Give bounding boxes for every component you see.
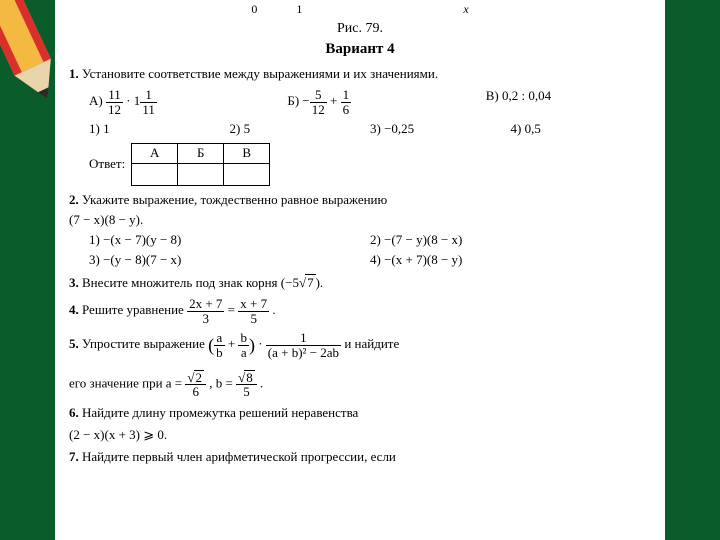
q7: 7. Найдите первый член арифметической пр… — [69, 449, 651, 465]
q1-opt3: 3) −0,25 — [370, 121, 511, 137]
q5-num: 5. — [69, 336, 79, 351]
q5: 5. Упростите выражение (ab + ba) · 1(a +… — [69, 331, 651, 359]
q2-opts-row2: 3) −(y − 8)(7 − x) 4) −(x + 7)(8 − y) — [89, 252, 651, 268]
q1-answer: Ответ: А Б В — [69, 143, 651, 186]
ans-head-C: В — [224, 143, 270, 163]
q3-num: 3. — [69, 275, 79, 290]
q6: 6. Найдите длину промежутка решений нера… — [69, 405, 651, 421]
q1-expressions: А) 1112 · 1111 Б) −512 + 16 В) 0,2 : 0,0… — [89, 88, 651, 116]
q1-opt2: 2) 5 — [230, 121, 371, 137]
q1-opt4: 4) 0,5 — [511, 121, 652, 137]
q2-opt3: 3) −(y − 8)(7 − x) — [89, 252, 370, 268]
answer-label: Ответ: — [89, 156, 125, 172]
q2-num: 2. — [69, 192, 79, 207]
q6-num: 6. — [69, 405, 79, 420]
q2-opt2: 2) −(7 − y)(8 − x) — [370, 232, 651, 248]
q2-opt1: 1) −(x − 7)(y − 8) — [89, 232, 370, 248]
answer-table: А Б В — [131, 143, 270, 186]
ans-cell-B[interactable] — [178, 163, 224, 185]
ans-cell-C[interactable] — [224, 163, 270, 185]
q2-opts-row1: 1) −(x − 7)(y − 8) 2) −(7 − y)(8 − x) — [89, 232, 651, 248]
q1-opt1: 1) 1 — [89, 121, 230, 137]
q7-num: 7. — [69, 449, 79, 464]
ans-cell-A[interactable] — [132, 163, 178, 185]
axis-label-x: x — [463, 2, 468, 17]
q3-text-a: Внесите множитель под знак корня (−5 — [82, 275, 299, 290]
q6-line2: (2 − x)(x + 3) ⩾ 0. — [69, 427, 651, 443]
q1-expr-B: Б) −512 + 16 — [287, 88, 485, 116]
number-line: 0 1 x — [69, 0, 651, 17]
q2: 2. Укажите выражение, тождественно равно… — [69, 192, 651, 208]
worksheet-page: 0 1 x Рис. 79. Вариант 4 1. Установите с… — [55, 0, 665, 540]
q3: 3. Внесите множитель под знак корня (−57… — [69, 274, 651, 291]
variant-title: Вариант 4 — [69, 41, 651, 58]
q1-expr-A: А) 1112 · 1111 — [89, 88, 287, 116]
q3-text-b: ). — [316, 275, 324, 290]
q4: 4. Решите уравнение 2x + 73 = x + 75 . — [69, 297, 651, 325]
q1-text: Установите соответствие между выражениям… — [82, 66, 438, 81]
q1-expr-C: В) 0,2 : 0,04 — [486, 88, 651, 116]
q5-line2: его значение при a = 26 , b = 85 . — [69, 370, 651, 399]
axis-tick-0: 0 — [251, 2, 257, 17]
q2-opt4: 4) −(x + 7)(8 − y) — [370, 252, 651, 268]
q4-text: Решите уравнение — [82, 302, 187, 317]
ans-head-B: Б — [178, 143, 224, 163]
figure-caption: Рис. 79. — [69, 21, 651, 37]
q1-options: 1) 1 2) 5 3) −0,25 4) 0,5 — [89, 121, 651, 137]
q4-num: 4. — [69, 302, 79, 317]
q2-text1: Укажите выражение, тождественно равное в… — [82, 192, 387, 207]
q1: 1. Установите соответствие между выражен… — [69, 66, 651, 82]
ans-head-A: А — [132, 143, 178, 163]
axis-tick-1: 1 — [296, 2, 302, 17]
q2-text2: (7 − x)(8 − y). — [69, 212, 651, 228]
